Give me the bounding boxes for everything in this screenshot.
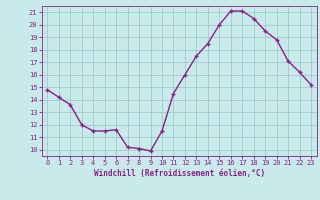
X-axis label: Windchill (Refroidissement éolien,°C): Windchill (Refroidissement éolien,°C) bbox=[94, 169, 265, 178]
